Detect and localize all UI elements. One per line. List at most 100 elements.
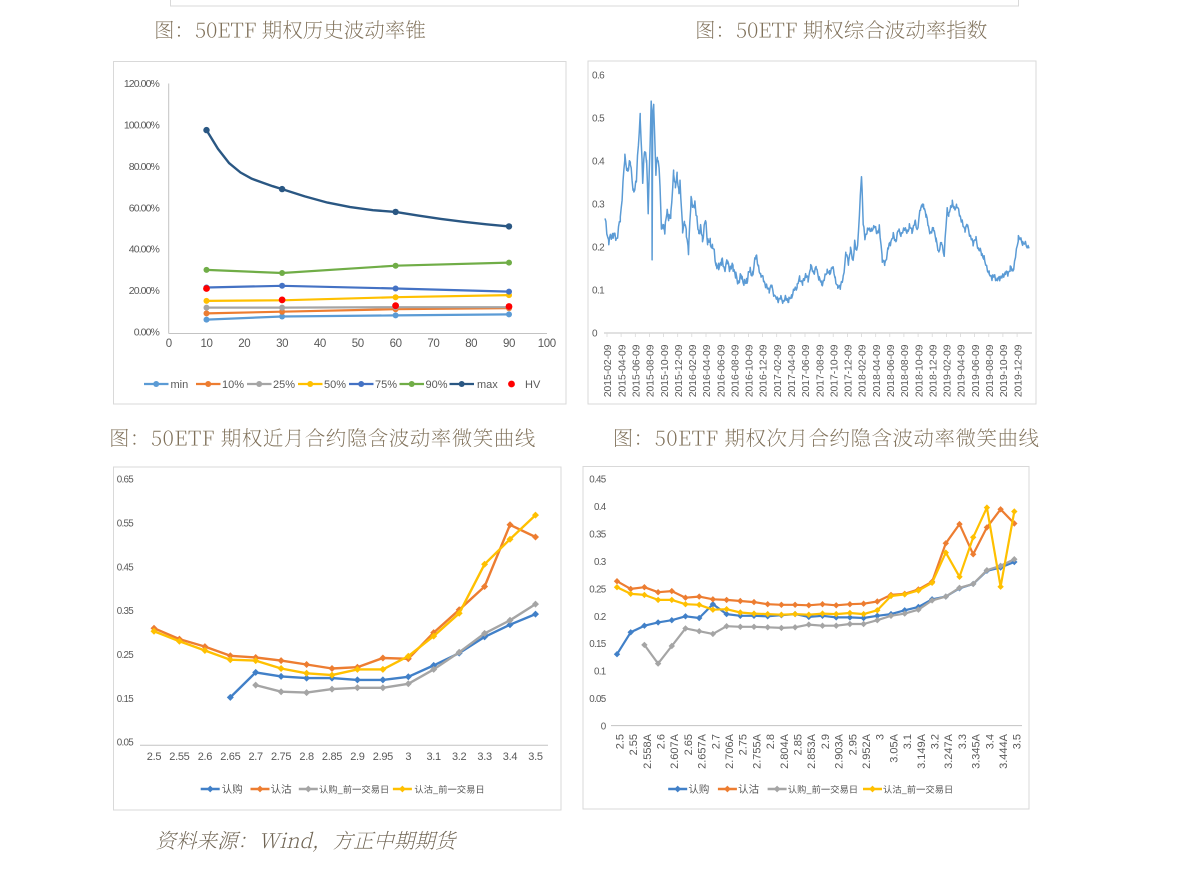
svg-text:60.00%: 60.00% [129, 202, 160, 214]
svg-text:40.00%: 40.00% [129, 244, 160, 256]
svg-text:2.952A: 2.952A [861, 733, 873, 769]
svg-text:3.3: 3.3 [477, 751, 492, 763]
svg-text:3.149A: 3.149A [916, 733, 928, 769]
svg-text:0.4: 0.4 [592, 157, 605, 168]
svg-text:2016-02-09: 2016-02-09 [688, 344, 699, 397]
svg-text:3.05A: 3.05A [888, 733, 900, 762]
svg-text:2016-10-09: 2016-10-09 [745, 344, 756, 397]
svg-text:2.706A: 2.706A [724, 733, 736, 769]
svg-text:2.5: 2.5 [614, 734, 626, 749]
svg-text:2.55: 2.55 [628, 734, 640, 755]
svg-text:80: 80 [465, 338, 477, 350]
svg-text:min: min [171, 379, 189, 391]
svg-text:2015-02-09: 2015-02-09 [603, 344, 614, 397]
svg-text:2.85: 2.85 [793, 734, 805, 755]
svg-text:0.65: 0.65 [117, 475, 135, 486]
svg-text:3.1: 3.1 [902, 734, 914, 749]
svg-text:2.5: 2.5 [147, 751, 162, 763]
svg-text:0.15: 0.15 [589, 639, 607, 650]
svg-text:2.853A: 2.853A [806, 733, 818, 769]
svg-text:3.345A: 3.345A [971, 733, 983, 769]
svg-text:2.8: 2.8 [765, 734, 777, 749]
svg-text:2.55: 2.55 [169, 751, 189, 763]
svg-text:75%: 75% [375, 379, 397, 391]
svg-text:2.65: 2.65 [220, 751, 240, 763]
svg-text:0.05: 0.05 [117, 738, 135, 749]
svg-text:50%: 50% [324, 379, 346, 391]
svg-text:3.4: 3.4 [984, 734, 996, 749]
svg-text:0.15: 0.15 [117, 694, 135, 705]
svg-text:2.65: 2.65 [683, 734, 695, 755]
svg-text:2019-06-09: 2019-06-09 [971, 344, 982, 397]
svg-text:0.05: 0.05 [589, 694, 607, 705]
svg-text:0.5: 0.5 [592, 114, 605, 125]
svg-text:120.00%: 120.00% [124, 78, 160, 90]
svg-text:2.804A: 2.804A [779, 733, 791, 769]
svg-text:2019-08-09: 2019-08-09 [985, 344, 996, 397]
svg-text:2019-02-09: 2019-02-09 [943, 344, 954, 397]
svg-text:2.95: 2.95 [847, 734, 859, 755]
svg-text:0.2: 0.2 [594, 612, 606, 623]
svg-text:2015-04-09: 2015-04-09 [617, 344, 628, 397]
svg-text:2018-04-09: 2018-04-09 [872, 344, 883, 397]
svg-text:0.3: 0.3 [594, 557, 607, 568]
svg-text:0.2: 0.2 [592, 243, 605, 254]
svg-text:3.5: 3.5 [1012, 734, 1024, 749]
svg-text:3: 3 [875, 734, 887, 740]
svg-text:2.7: 2.7 [248, 751, 263, 763]
svg-text:80.00%: 80.00% [129, 161, 160, 173]
svg-text:0: 0 [601, 722, 607, 733]
svg-text:0.45: 0.45 [117, 562, 135, 573]
svg-text:3.3: 3.3 [957, 734, 969, 749]
svg-text:2.657A: 2.657A [697, 733, 709, 769]
svg-text:2.903A: 2.903A [834, 733, 846, 769]
svg-text:0.1: 0.1 [594, 667, 606, 678]
svg-text:2015-08-09: 2015-08-09 [646, 344, 657, 397]
svg-text:0: 0 [592, 329, 598, 340]
svg-text:0.6: 0.6 [592, 71, 605, 82]
svg-text:2018-12-09: 2018-12-09 [928, 344, 939, 397]
svg-text:0.00%: 0.00% [134, 327, 160, 339]
svg-text:0.55: 0.55 [117, 519, 135, 530]
svg-text:70: 70 [427, 338, 439, 350]
svg-text:3.1: 3.1 [426, 751, 441, 763]
svg-text:2.75: 2.75 [738, 734, 750, 755]
svg-text:25%: 25% [273, 379, 295, 391]
svg-text:3: 3 [405, 751, 411, 763]
svg-text:2017-08-09: 2017-08-09 [815, 344, 826, 397]
svg-text:10%: 10% [222, 379, 244, 391]
svg-text:2017-06-09: 2017-06-09 [801, 344, 812, 397]
svg-text:2.9: 2.9 [350, 751, 365, 763]
svg-text:0.25: 0.25 [589, 584, 607, 595]
svg-text:HV: HV [525, 379, 541, 391]
svg-text:2016-12-09: 2016-12-09 [759, 344, 770, 397]
svg-text:2016-08-09: 2016-08-09 [731, 344, 742, 397]
svg-text:3.2: 3.2 [930, 734, 942, 749]
svg-text:3.2: 3.2 [452, 751, 467, 763]
svg-text:2016-06-09: 2016-06-09 [716, 344, 727, 397]
svg-text:20: 20 [238, 338, 250, 350]
svg-text:0: 0 [166, 338, 172, 350]
svg-text:90%: 90% [426, 379, 448, 391]
svg-text:2019-10-09: 2019-10-09 [999, 344, 1010, 397]
svg-text:2.75: 2.75 [271, 751, 291, 763]
svg-text:90: 90 [503, 338, 515, 350]
svg-text:2.95: 2.95 [373, 751, 393, 763]
svg-text:2.6: 2.6 [656, 734, 668, 749]
svg-text:2017-02-09: 2017-02-09 [773, 344, 784, 397]
svg-text:2.7: 2.7 [710, 734, 722, 749]
svg-text:2016-04-09: 2016-04-09 [702, 344, 713, 397]
svg-text:2018-10-09: 2018-10-09 [914, 344, 925, 397]
svg-text:0.35: 0.35 [117, 606, 135, 617]
svg-text:3.4: 3.4 [503, 751, 518, 763]
svg-text:0.35: 0.35 [589, 529, 607, 540]
svg-text:max: max [477, 379, 498, 391]
svg-text:50: 50 [352, 338, 364, 350]
svg-text:2.8: 2.8 [299, 751, 314, 763]
svg-text:2018-02-09: 2018-02-09 [858, 344, 869, 397]
svg-text:20.00%: 20.00% [129, 285, 160, 297]
svg-text:2015-06-09: 2015-06-09 [632, 344, 643, 397]
svg-text:2019-12-09: 2019-12-09 [1013, 344, 1024, 397]
svg-text:60: 60 [390, 338, 402, 350]
svg-text:0.25: 0.25 [117, 650, 135, 661]
